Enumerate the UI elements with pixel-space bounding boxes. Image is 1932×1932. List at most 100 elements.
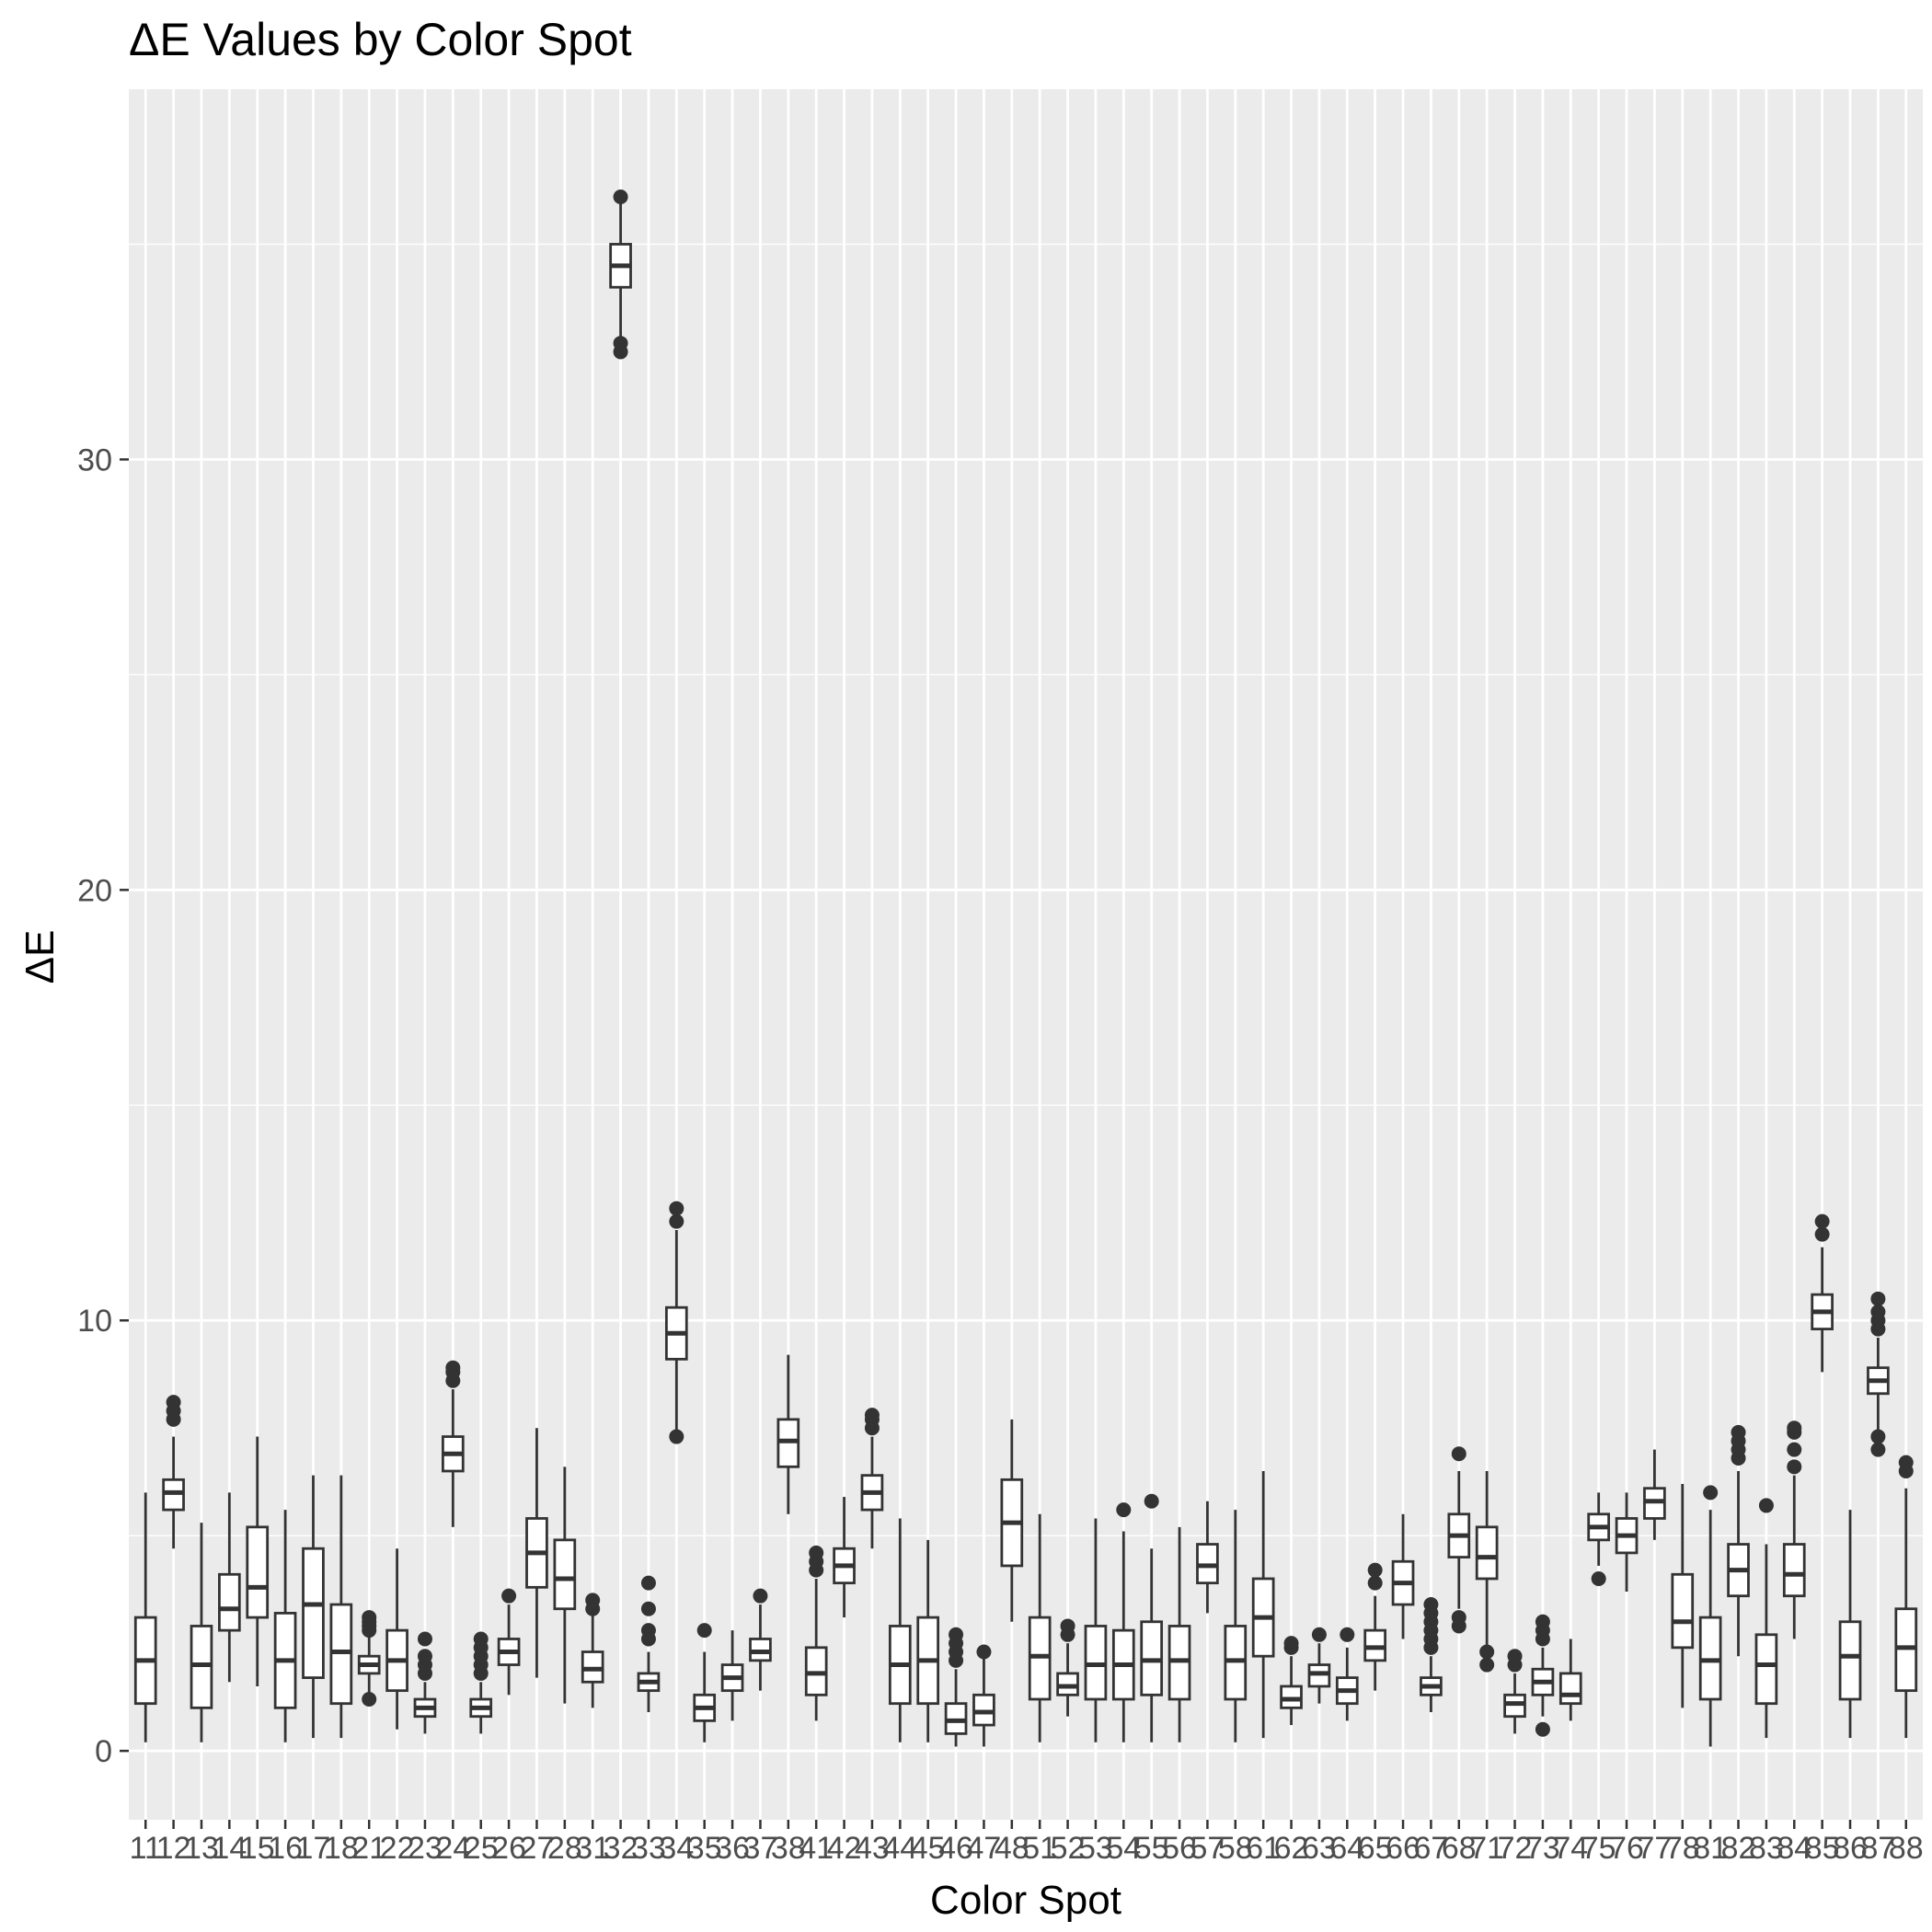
y-tick-label: 30 [77,443,112,477]
outlier-point [669,1213,684,1229]
box-83 [1754,1498,1778,1739]
outlier-point [473,1631,489,1647]
x-tick-label: 42 [827,1831,862,1866]
box-78 [1671,1484,1695,1708]
box-46 [944,1627,968,1747]
x-tick-label: 66 [1386,1831,1420,1866]
outlier-point [1507,1649,1523,1664]
outlier-point [613,336,628,351]
box-13 [190,1523,213,1742]
box-48 [1000,1419,1024,1622]
box-34 [664,1201,688,1444]
outlier-point [753,1588,768,1604]
outlier-point [640,1601,656,1616]
outlier-point [1870,1442,1886,1457]
x-tick-label: 36 [715,1831,750,1866]
box-84 [1782,1420,1806,1639]
box-44 [888,1518,912,1742]
x-tick-label: 63 [1302,1831,1337,1866]
box-21 [357,1610,381,1707]
x-tick-label: 17 [296,1831,331,1866]
box-57 [1196,1501,1219,1614]
x-tick-label: 85 [1805,1831,1840,1866]
outlier-point [1451,1446,1466,1462]
box-iqr [1782,1543,1806,1598]
box-iqr [302,1547,325,1679]
box-28 [553,1466,577,1704]
x-tick-label: 18 [324,1831,359,1866]
x-tick-label: 16 [268,1831,303,1866]
outlier-point [1367,1575,1383,1591]
outlier-point [1814,1213,1830,1229]
x-tick-label: 55 [1134,1831,1169,1866]
outlier-point [1479,1644,1495,1660]
box-17 [302,1475,325,1739]
x-tick-label: 65 [1358,1831,1393,1866]
box-24 [442,1360,465,1527]
box-52 [1056,1618,1079,1717]
x-tick-label: 25 [464,1831,499,1866]
box-62 [1280,1636,1303,1726]
x-tick-label: 84 [1777,1831,1811,1866]
box-33 [637,1575,661,1713]
x-tick-label: 61 [1246,1831,1281,1866]
outlier-point [1787,1420,1802,1436]
outlier-point [1367,1562,1383,1578]
x-tick-label: 64 [1329,1831,1364,1866]
outlier-point [1144,1493,1159,1509]
x-tick-label: 67 [1414,1831,1449,1866]
outlier-point [1116,1502,1132,1518]
box-iqr [1671,1572,1695,1650]
box-22 [385,1548,408,1730]
box-series [133,189,1918,1747]
outlier-point [417,1631,432,1647]
outlier-point [1535,1721,1550,1737]
x-tick-label: 13 [184,1831,219,1866]
outlier-point [864,1408,880,1423]
x-tick-label: 47 [967,1831,1002,1866]
box-iqr [553,1538,577,1611]
box-51 [1028,1513,1052,1742]
box-67 [1420,1597,1443,1713]
x-tick-label: 62 [1274,1831,1309,1866]
x-tick-label: 27 [520,1831,555,1866]
box-81 [1698,1485,1722,1747]
x-tick-label: 51 [1022,1831,1057,1866]
outlier-point [1311,1627,1327,1642]
outlier-point [1340,1627,1355,1642]
x-tick-label: 76 [1609,1831,1644,1866]
x-tick-label: 83 [1749,1831,1784,1866]
outlier-point [1731,1424,1746,1440]
box-31 [581,1593,604,1708]
box-iqr [1838,1620,1862,1701]
y-axis: 0 10 20 30 [77,443,129,1769]
box-77 [1643,1449,1666,1540]
box-86 [1838,1510,1862,1739]
outlier-point [1870,1291,1886,1306]
box-72 [1503,1649,1526,1734]
box-35 [693,1623,717,1742]
outlier-point [1787,1459,1802,1475]
x-tick-label: 52 [1051,1831,1086,1866]
outlier-point [1758,1498,1774,1513]
box-18 [329,1475,353,1739]
y-axis-title: ΔE [17,930,63,984]
box-88 [1894,1455,1918,1739]
x-tick-label: 86 [1833,1831,1868,1866]
y-tick-label: 0 [95,1734,112,1769]
x-tick-label: 54 [1106,1831,1141,1866]
x-tick-label: 11 [130,1831,162,1866]
x-tick-label: 24 [435,1831,470,1866]
outlier-point [640,1623,656,1639]
outlier-point [501,1588,517,1604]
box-58 [1224,1510,1248,1742]
x-tick-label: 33 [631,1831,666,1866]
box-42 [833,1497,856,1618]
x-tick-label: 78 [1665,1831,1700,1866]
outlier-point [1479,1657,1495,1673]
outlier-point [1898,1455,1914,1470]
box-25 [469,1631,493,1734]
box-iqr [1754,1633,1778,1706]
box-15 [246,1436,270,1686]
